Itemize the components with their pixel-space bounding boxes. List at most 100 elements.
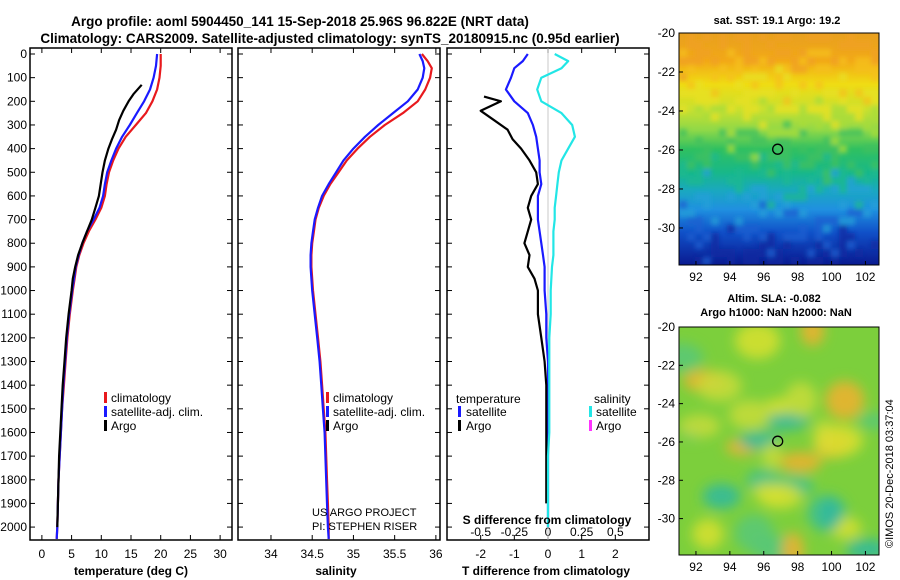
temperature-legend: climatology satellite-adj. clim. Argo — [104, 391, 203, 433]
sst-pixel — [799, 81, 807, 89]
sst-pixel — [839, 73, 847, 81]
sst-pixel — [687, 57, 695, 65]
sst-pixel — [767, 89, 775, 97]
sst-pixel — [759, 169, 767, 177]
sst-pixel — [751, 153, 759, 161]
depth-tick-label: 600 — [7, 189, 27, 203]
sst-pixel — [759, 209, 767, 217]
sst-pixel — [807, 49, 815, 57]
sst-pixel — [735, 177, 743, 185]
legend-swatch-s-satellite — [589, 406, 592, 417]
sst-pixel — [767, 105, 775, 113]
sst-pixel — [839, 89, 847, 97]
x-tick-label: 5 — [68, 547, 75, 561]
sst-pixel — [847, 185, 855, 193]
sst-pixel — [735, 65, 743, 73]
sst-pixel — [855, 249, 863, 257]
sla-blob — [728, 400, 772, 430]
depth-tick-label: 200 — [7, 94, 27, 108]
sst-pixel — [847, 209, 855, 217]
sst-pixel — [727, 257, 735, 265]
sst-pixel — [847, 113, 855, 121]
sst-pixel — [767, 233, 775, 241]
salinity-xlabel: salinity — [315, 564, 357, 578]
map-x-tick-label: 100 — [822, 270, 842, 284]
sst-pixel — [711, 113, 719, 121]
depth-tick-label: 1800 — [0, 473, 27, 487]
sst-pixel — [735, 153, 743, 161]
sst-pixel — [743, 73, 751, 81]
legend-t-argo: Argo — [466, 419, 492, 433]
sst-pixel — [775, 209, 783, 217]
sst-pixel — [687, 33, 695, 41]
sst-pixel — [871, 201, 879, 209]
sst-pixel — [695, 81, 703, 89]
sst-pixel — [759, 249, 767, 257]
sst-pixel — [695, 169, 703, 177]
sst-pixel — [759, 57, 767, 65]
sst-pixel — [871, 113, 879, 121]
sst-pixel — [855, 65, 863, 73]
sst-pixel — [855, 169, 863, 177]
map-y-tick-label: -26 — [658, 435, 676, 449]
sst-pixel — [751, 105, 759, 113]
sst-pixel — [839, 41, 847, 49]
sst-pixel — [727, 49, 735, 57]
sst-pixel — [735, 81, 743, 89]
sst-pixel — [695, 57, 703, 65]
legend-satellite: satellite-adj. clim. — [333, 405, 425, 419]
series-climatology — [310, 53, 433, 539]
sst-pixel — [759, 153, 767, 161]
sst-pixel — [807, 161, 815, 169]
map-y-tick-label: -30 — [658, 512, 676, 526]
sst-pixel — [687, 233, 695, 241]
salinity-legend: climatology satellite-adj. clim. Argo — [326, 391, 425, 433]
sst-pixel — [823, 33, 831, 41]
legend-s-satellite: satellite — [596, 405, 637, 419]
sst-pixel — [799, 185, 807, 193]
legend-swatch-argo — [326, 420, 329, 431]
sst-pixel — [719, 129, 727, 137]
sst-pixel — [687, 65, 695, 73]
sst-pixel — [831, 105, 839, 113]
series-temperature-satellite — [504, 53, 550, 528]
sst-pixel — [823, 145, 831, 153]
depth-tick-label: 2000 — [0, 520, 27, 534]
t-difference-xlabel: T difference from climatology — [462, 564, 630, 578]
sst-pixel — [871, 169, 879, 177]
x-tick-label: 35.5 — [383, 547, 407, 561]
sst-pixel — [783, 161, 791, 169]
sst-pixel — [855, 129, 863, 137]
series-salinity-satellite — [536, 53, 577, 528]
sst-pixel — [759, 97, 767, 105]
sst-pixel — [815, 185, 823, 193]
sst-pixel — [791, 89, 799, 97]
sst-pixel — [727, 193, 735, 201]
map-x-tick-label: 92 — [689, 560, 703, 574]
sst-pixel — [711, 249, 719, 257]
sst-map-frame — [678, 32, 880, 266]
sst-pixel — [815, 145, 823, 153]
sst-pixel — [807, 105, 815, 113]
legend-swatch-climatology — [104, 392, 107, 403]
depth-tick-label: 1900 — [0, 496, 27, 510]
sst-pixel — [815, 97, 823, 105]
sst-pixel — [743, 249, 751, 257]
map-y-tick-label: -20 — [658, 26, 676, 40]
sst-pixel — [799, 105, 807, 113]
sst-pixel — [703, 233, 711, 241]
sst-pixel — [783, 177, 791, 185]
depth-tick-label: 1200 — [0, 331, 27, 345]
sst-pixel — [759, 193, 767, 201]
x-tick-label: -1 — [509, 547, 520, 561]
sst-pixel — [751, 249, 759, 257]
temperature-axes: 0 5 10 15 20 25 30 — [30, 48, 232, 561]
sst-pixel — [783, 137, 791, 145]
x-tick-label: 1 — [578, 547, 585, 561]
sst-pixel — [767, 153, 775, 161]
sst-pixel — [695, 257, 703, 265]
sst-pixel — [815, 81, 823, 89]
difference-legend: temperature satellite Argo salinity sate… — [456, 392, 637, 433]
sla-map-axes: 92 94 96 98 100 102 -20 -22 -24 -26 -28 -30 — [658, 320, 876, 574]
difference-axes: -2 -1 0 1 2-0.5 -0.25 0 0.25 0.5 — [447, 48, 649, 561]
